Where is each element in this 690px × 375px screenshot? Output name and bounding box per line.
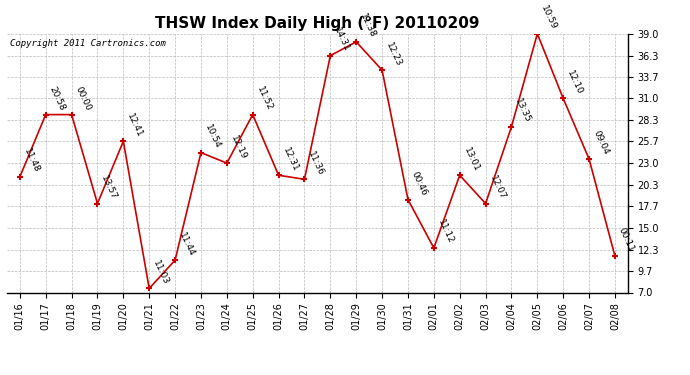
Text: 12:23: 12:23	[384, 40, 403, 68]
Text: 00:11: 00:11	[617, 226, 636, 254]
Text: 11:48: 11:48	[22, 147, 41, 174]
Text: Copyright 2011 Cartronics.com: Copyright 2011 Cartronics.com	[10, 39, 166, 48]
Text: 11:52: 11:52	[255, 85, 274, 112]
Text: 10:59: 10:59	[540, 4, 558, 32]
Text: 13:57: 13:57	[99, 174, 119, 201]
Text: 14:31: 14:31	[333, 26, 351, 53]
Text: 12:19: 12:19	[229, 134, 248, 161]
Text: 12:41: 12:41	[126, 112, 144, 139]
Text: 00:00: 00:00	[74, 85, 92, 112]
Text: 09:04: 09:04	[591, 129, 610, 157]
Text: 12:10: 12:10	[565, 69, 584, 96]
Text: 10:54: 10:54	[203, 123, 222, 150]
Text: 11:44: 11:44	[177, 231, 196, 258]
Text: 12:31: 12:31	[281, 146, 299, 173]
Title: THSW Index Daily High (°F) 20110209: THSW Index Daily High (°F) 20110209	[155, 16, 480, 31]
Text: 11:03: 11:03	[151, 259, 170, 286]
Text: 13:01: 13:01	[462, 146, 481, 173]
Text: 00:46: 00:46	[410, 170, 429, 197]
Text: 13:35: 13:35	[513, 97, 533, 124]
Text: 11:38: 11:38	[358, 12, 377, 39]
Text: 11:36: 11:36	[306, 150, 326, 177]
Text: 11:12: 11:12	[436, 219, 455, 246]
Text: 20:58: 20:58	[48, 85, 67, 112]
Text: 12:07: 12:07	[488, 174, 506, 201]
